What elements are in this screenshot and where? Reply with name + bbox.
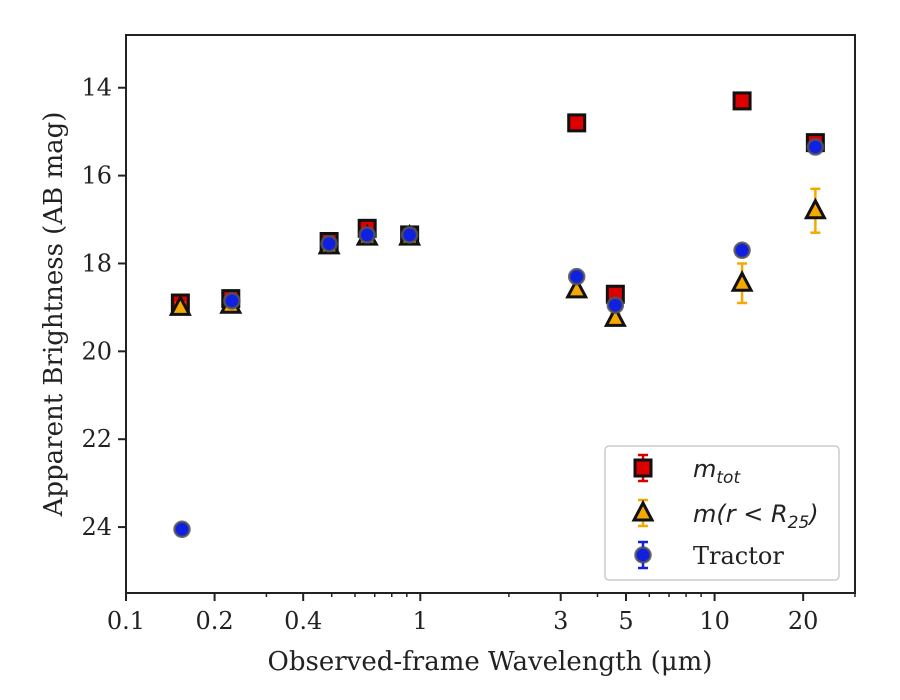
y-tick-label: 16 <box>81 162 112 190</box>
x-tick-label: 20 <box>788 607 819 635</box>
legend: mtot m(r < R25) Tractor <box>604 445 840 581</box>
legend-item-1: mtot <box>633 453 741 488</box>
series-1 <box>170 91 825 313</box>
data-point-square <box>732 91 752 111</box>
legend-label: mtot <box>693 455 741 488</box>
x-tick-label: 0.4 <box>284 607 322 635</box>
axes-frame <box>125 34 856 594</box>
legend-label: Tractor <box>693 542 784 570</box>
legend-item-2: m(r < R25) <box>631 498 819 533</box>
legend-marker-triangle <box>631 499 655 522</box>
x-tick-label: 10 <box>699 607 730 635</box>
data-point-circle <box>806 138 825 156</box>
legend-item-3: Tractor <box>634 540 784 570</box>
data-point-circle <box>173 520 191 539</box>
y-tick-label: 22 <box>81 425 112 453</box>
y-tick-label: 14 <box>81 74 112 102</box>
series-3 <box>173 138 825 539</box>
x-tick-label: 3 <box>553 607 568 635</box>
data-point-circle <box>223 292 241 310</box>
data-point-square <box>567 113 587 133</box>
legend-label: m(r < R25) <box>693 500 819 533</box>
data-point-circle <box>567 267 586 286</box>
x-tick-label: 5 <box>618 607 633 635</box>
axis-ticks: 0.1 0.2 0.4 1 3 5 10 20 14 16 18 20 22 24 <box>81 74 856 635</box>
x-axis-label: Observed-frame Wavelength (μm) <box>268 647 713 677</box>
series-2 <box>168 187 827 327</box>
legend-marker-circle <box>634 546 652 564</box>
y-tick-label: 20 <box>81 337 112 365</box>
data-point-circle <box>358 226 376 244</box>
y-tick-label: 24 <box>81 513 112 541</box>
legend-marker-square <box>633 458 653 478</box>
data-point-triangle <box>168 294 192 316</box>
x-tick-label: 0.2 <box>196 607 234 635</box>
data-point-circle <box>733 241 751 260</box>
data-point-circle <box>320 234 338 253</box>
data-point-triangle <box>730 270 754 292</box>
plot-area <box>168 91 827 539</box>
y-axis-label: Apparent Brightness (AB mag) <box>39 112 69 518</box>
x-tick-label: 1 <box>413 607 428 635</box>
data-point-circle <box>400 226 419 244</box>
data-point-circle <box>606 296 625 314</box>
y-tick-label: 18 <box>81 249 112 277</box>
legend-box <box>604 445 840 581</box>
data-point-triangle <box>603 305 627 327</box>
data-point-triangle <box>803 197 827 220</box>
data-point-triangle <box>565 276 589 299</box>
x-tick-label: 0.1 <box>107 607 145 635</box>
